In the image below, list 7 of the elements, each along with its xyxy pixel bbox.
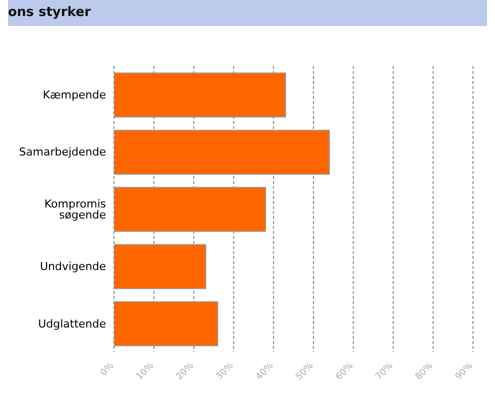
- x-tick-label: 0%: [98, 360, 116, 378]
- y-tick-label: Undvigende: [40, 260, 106, 274]
- y-tick-label: Kæmpende: [42, 88, 106, 102]
- y-tick-label: Kompromis søgende: [44, 197, 106, 222]
- y-tick-label: Udglattende: [38, 317, 106, 330]
- y-tick-label: Samarbejdende: [19, 146, 106, 159]
- chart-title: ons styrker: [8, 0, 487, 26]
